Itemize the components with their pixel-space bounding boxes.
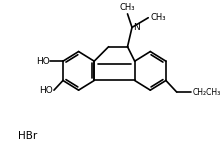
Text: CH₂CH₃: CH₂CH₃ bbox=[193, 88, 221, 97]
Text: HBr: HBr bbox=[18, 132, 37, 141]
Text: CH₃: CH₃ bbox=[120, 3, 135, 12]
Text: CH₃: CH₃ bbox=[150, 13, 166, 22]
Text: HO: HO bbox=[39, 86, 53, 95]
Text: N: N bbox=[133, 23, 140, 32]
Text: HO: HO bbox=[36, 57, 50, 66]
